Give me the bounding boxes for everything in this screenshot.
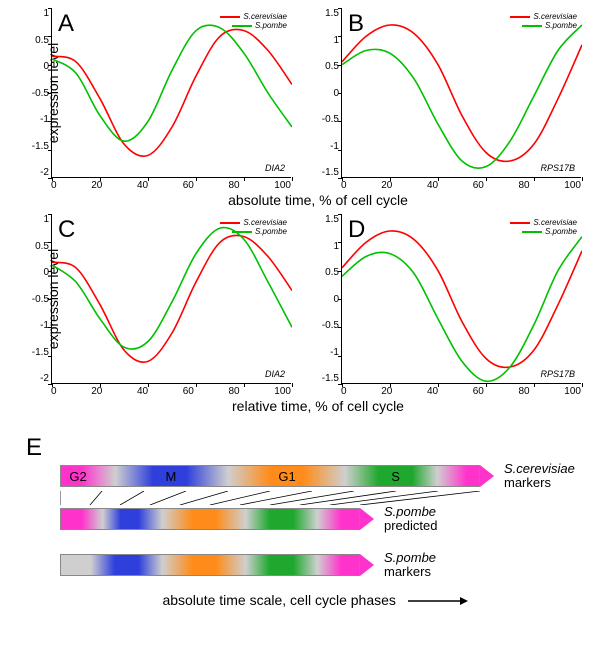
gene-d: RPS17B — [540, 369, 575, 379]
arrowhead-icon — [360, 554, 374, 576]
curves-c — [52, 214, 292, 384]
phase-label: G2 — [69, 469, 86, 484]
panel-letter-e: E — [26, 434, 42, 462]
plot-b: B S.cerevisiae S.pombe RPS17B — [341, 8, 581, 178]
panel-d: 1.510.50-0.5-1-1.5 D S.cerevisiae S.pomb… — [305, 214, 585, 384]
plot-c: C S.cerevisiae S.pombe DIA2 — [51, 214, 291, 384]
bar-cerevisiae: G2 M G1 S — [60, 465, 480, 487]
curves-d — [342, 214, 582, 384]
yticks-b: 1.510.50-0.5-1-1.5 — [305, 8, 339, 178]
xlabel-cd: relative time, % of cell cycle — [38, 398, 598, 414]
gene-b: RPS17B — [540, 163, 575, 173]
phase-label: S — [391, 469, 400, 484]
bar2-wrap: S.pombepredicted — [60, 505, 580, 534]
bar1-wrap: G2 M G1 S S.cerevisiaemarkers — [60, 462, 580, 491]
arrow-icon — [408, 596, 468, 606]
xticks-b: 020406080100 — [341, 180, 581, 191]
bar-pombe-predicted — [60, 508, 360, 530]
bar1-label: S.cerevisiaemarkers — [504, 462, 575, 491]
panel-b: 1.510.50-0.5-1-1.5 B S.cerevisiae S.pomb… — [305, 8, 585, 178]
yticks-c: 10.50-0.5-1-1.5-2 — [15, 214, 49, 384]
figure: expression level 10.50-0.5-1-1.5-2 A S.c… — [0, 0, 600, 616]
phase-label: M — [166, 469, 177, 484]
arrowhead-icon — [480, 465, 494, 487]
panel-c: expression level 10.50-0.5-1-1.5-2 C S.c… — [15, 214, 295, 384]
axis-label-e: absolute time scale, cell cycle phases — [50, 592, 580, 608]
panel-a: expression level 10.50-0.5-1-1.5-2 A S.c… — [15, 8, 295, 178]
xticks-c: 020406080100 — [51, 386, 291, 397]
xticks-d: 020406080100 — [341, 386, 581, 397]
gene-c: DIA2 — [265, 369, 285, 379]
xlabel-ab: absolute time, % of cell cycle — [38, 192, 598, 208]
xticks-a: 020406080100 — [51, 180, 291, 191]
bar2-label: S.pombepredicted — [384, 505, 437, 534]
arrowhead-icon — [360, 508, 374, 530]
plot-a: A S.cerevisiae S.pombe DIA2 — [51, 8, 291, 178]
curves-a — [52, 8, 292, 178]
bar-pombe-markers — [60, 554, 360, 576]
yticks-d: 1.510.50-0.5-1-1.5 — [305, 214, 339, 384]
yticks-a: 10.50-0.5-1-1.5-2 — [15, 8, 49, 178]
curves-b — [342, 8, 582, 178]
gene-a: DIA2 — [265, 163, 285, 173]
row-ab: expression level 10.50-0.5-1-1.5-2 A S.c… — [0, 8, 600, 178]
phase-label: G1 — [278, 469, 295, 484]
panel-e: E G2MG1S S.cerevisiaemarkers S.pombepred… — [20, 438, 580, 608]
row-cd: expression level 10.50-0.5-1-1.5-2 C S.c… — [0, 214, 600, 384]
bar3-label: S.pombemarkers — [384, 551, 436, 580]
connectors — [60, 491, 480, 505]
plot-d: D S.cerevisiae S.pombe RPS17B — [341, 214, 581, 384]
bar3-wrap: S.pombemarkers — [60, 551, 580, 580]
